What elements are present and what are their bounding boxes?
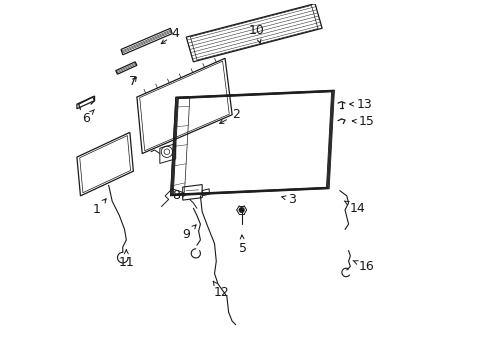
Text: 14: 14 [344, 201, 365, 215]
Text: 2: 2 [219, 108, 239, 123]
Text: 11: 11 [118, 250, 134, 269]
Text: 8: 8 [171, 189, 185, 202]
Text: 15: 15 [351, 115, 373, 128]
Circle shape [238, 207, 244, 213]
Text: 7: 7 [129, 75, 137, 88]
Text: 1: 1 [92, 199, 106, 216]
Text: 6: 6 [81, 109, 94, 125]
Text: 3: 3 [281, 193, 295, 206]
Text: 13: 13 [349, 98, 371, 111]
Text: 4: 4 [161, 27, 179, 44]
Text: 16: 16 [352, 260, 373, 273]
Text: 9: 9 [182, 225, 196, 241]
Text: 12: 12 [213, 281, 229, 300]
Text: 10: 10 [248, 23, 264, 43]
Text: 5: 5 [238, 235, 246, 255]
